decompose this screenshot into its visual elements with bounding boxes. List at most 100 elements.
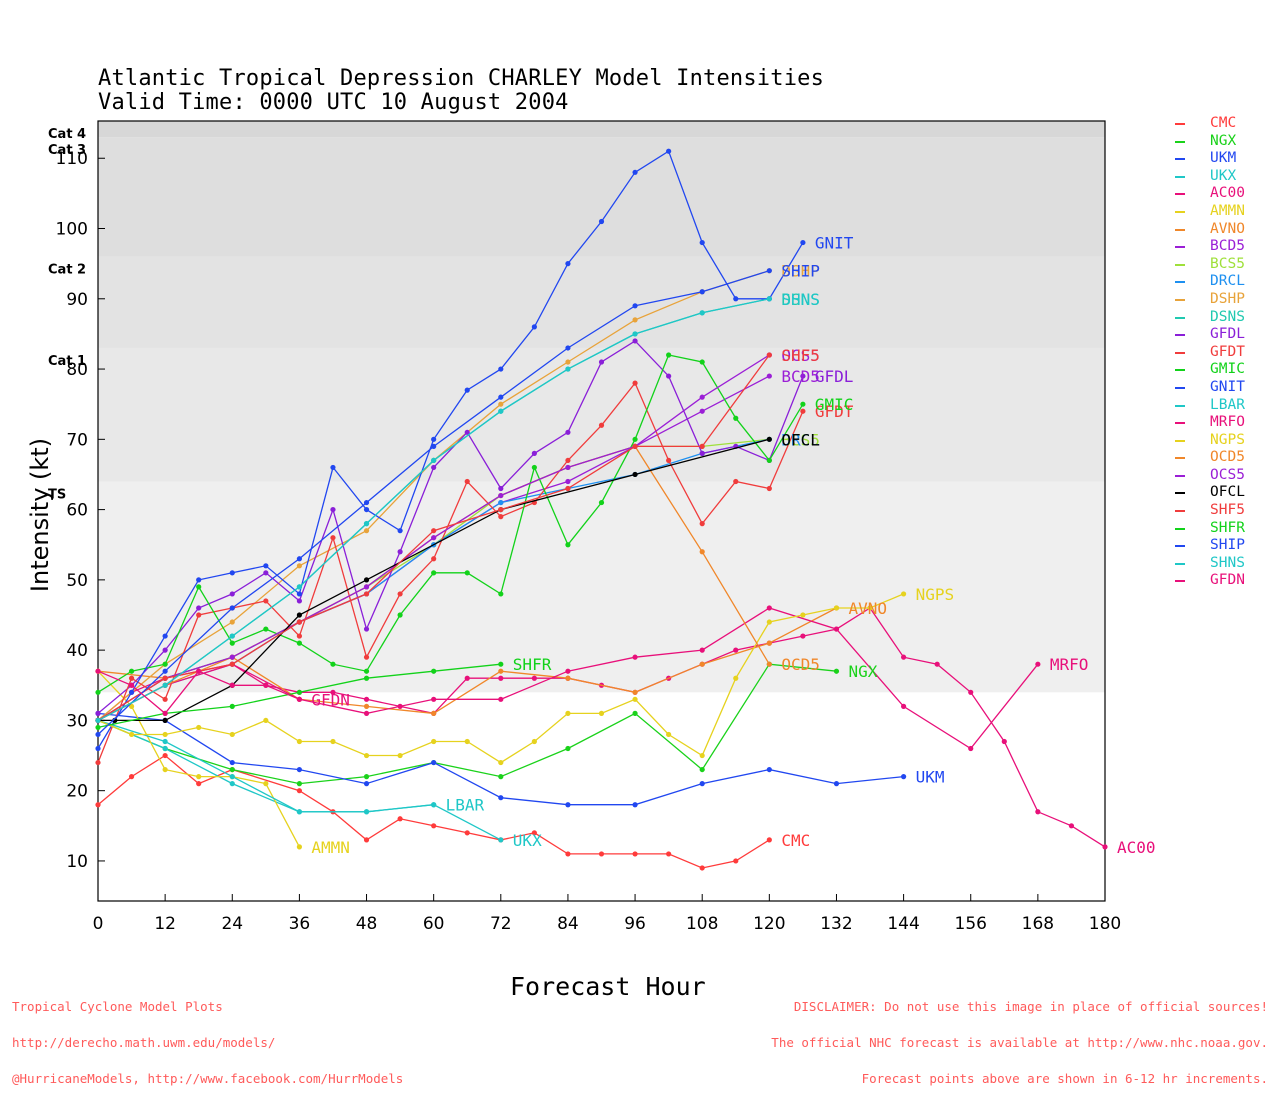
data-point	[296, 781, 302, 787]
data-point	[263, 570, 269, 576]
data-point	[498, 394, 504, 400]
data-point	[901, 774, 907, 780]
data-point	[363, 675, 370, 681]
data-point	[363, 696, 370, 702]
footer-line-1: Tropical Cyclone Model Plots	[12, 999, 223, 1014]
data-point	[901, 703, 907, 709]
data-point	[229, 731, 235, 738]
data-point	[363, 703, 370, 709]
data-point	[296, 598, 302, 604]
data-point	[968, 689, 974, 695]
series-end-label: DSHP	[781, 262, 820, 281]
legend-label: NGX	[1210, 132, 1237, 149]
data-point	[363, 710, 370, 716]
data-point	[498, 795, 504, 801]
data-point	[431, 570, 437, 576]
data-point	[498, 591, 504, 597]
data-point	[833, 605, 840, 611]
legend-label: OFCL	[1210, 484, 1245, 501]
series-ukx	[95, 717, 504, 843]
data-point	[296, 612, 302, 618]
data-point	[464, 478, 470, 485]
data-point	[196, 668, 202, 674]
data-point	[666, 373, 672, 379]
series-end-label: NGX	[848, 662, 877, 681]
data-point	[229, 661, 235, 667]
legend-label: NGPS	[1210, 431, 1245, 448]
data-point	[464, 429, 470, 435]
data-point	[229, 781, 235, 787]
category-band	[98, 256, 1105, 348]
data-point	[162, 696, 168, 702]
series-end-label: CMC	[781, 831, 810, 850]
data-point	[229, 654, 235, 660]
data-point	[229, 619, 235, 625]
data-point	[498, 774, 504, 780]
data-point	[296, 591, 302, 597]
data-point	[95, 689, 101, 695]
data-point	[464, 675, 470, 681]
data-point	[431, 668, 437, 674]
legend-swatch	[1175, 175, 1185, 178]
data-point	[598, 422, 605, 428]
data-point	[766, 485, 772, 492]
category-band-label: TS	[48, 487, 66, 502]
x-tick-label: 48	[356, 914, 378, 934]
data-point	[565, 366, 571, 372]
data-point	[498, 837, 504, 843]
x-tick-label: 96	[624, 914, 646, 934]
x-tick-label: 12	[154, 914, 176, 934]
data-point	[733, 675, 739, 681]
data-point	[196, 612, 202, 618]
data-point	[867, 605, 873, 611]
data-point	[901, 591, 907, 597]
legend-swatch	[1175, 404, 1185, 407]
legend-label: DSHP	[1210, 290, 1245, 307]
data-point	[162, 710, 168, 716]
data-point	[565, 802, 571, 808]
data-point	[95, 724, 101, 731]
data-point	[733, 478, 739, 485]
data-point	[330, 506, 336, 513]
legend-swatch	[1175, 562, 1185, 565]
data-point	[229, 633, 235, 639]
data-point	[162, 717, 168, 724]
data-point	[363, 654, 370, 660]
series-line	[97, 663, 837, 785]
series-line	[97, 340, 804, 714]
data-point	[699, 521, 705, 527]
data-point	[229, 682, 235, 688]
series-line	[97, 354, 804, 693]
legend-label: DSNS	[1210, 308, 1245, 325]
series-end-label: OCS5	[781, 346, 820, 365]
category-band	[98, 121, 1105, 138]
data-point	[565, 710, 571, 716]
data-point	[565, 261, 571, 267]
x-tick-label: 120	[753, 914, 785, 934]
data-point	[666, 731, 672, 738]
data-point	[800, 408, 806, 414]
data-point	[565, 485, 571, 492]
legend-label: SHNS	[1210, 554, 1245, 571]
data-point	[733, 415, 739, 421]
data-point	[766, 766, 772, 773]
footer-line-2: http://derecho.math.uwm.edu/models/	[12, 1035, 276, 1050]
y-tick-label: 60	[66, 501, 88, 521]
disclaimer-line-2: The official NHC forecast is available a…	[771, 1035, 1268, 1050]
data-point	[632, 331, 638, 337]
data-point	[632, 380, 638, 386]
data-point	[632, 654, 638, 660]
data-point	[598, 851, 605, 857]
data-point	[498, 492, 504, 499]
data-point	[968, 745, 974, 752]
data-point	[229, 591, 235, 597]
data-point	[766, 296, 772, 302]
data-point	[632, 338, 638, 344]
data-point	[263, 563, 269, 569]
series-end-label: GFDN	[311, 690, 350, 709]
data-point	[431, 436, 437, 442]
legend-label: AVNO	[1210, 220, 1245, 237]
data-point	[800, 373, 806, 379]
data-point	[296, 633, 302, 639]
